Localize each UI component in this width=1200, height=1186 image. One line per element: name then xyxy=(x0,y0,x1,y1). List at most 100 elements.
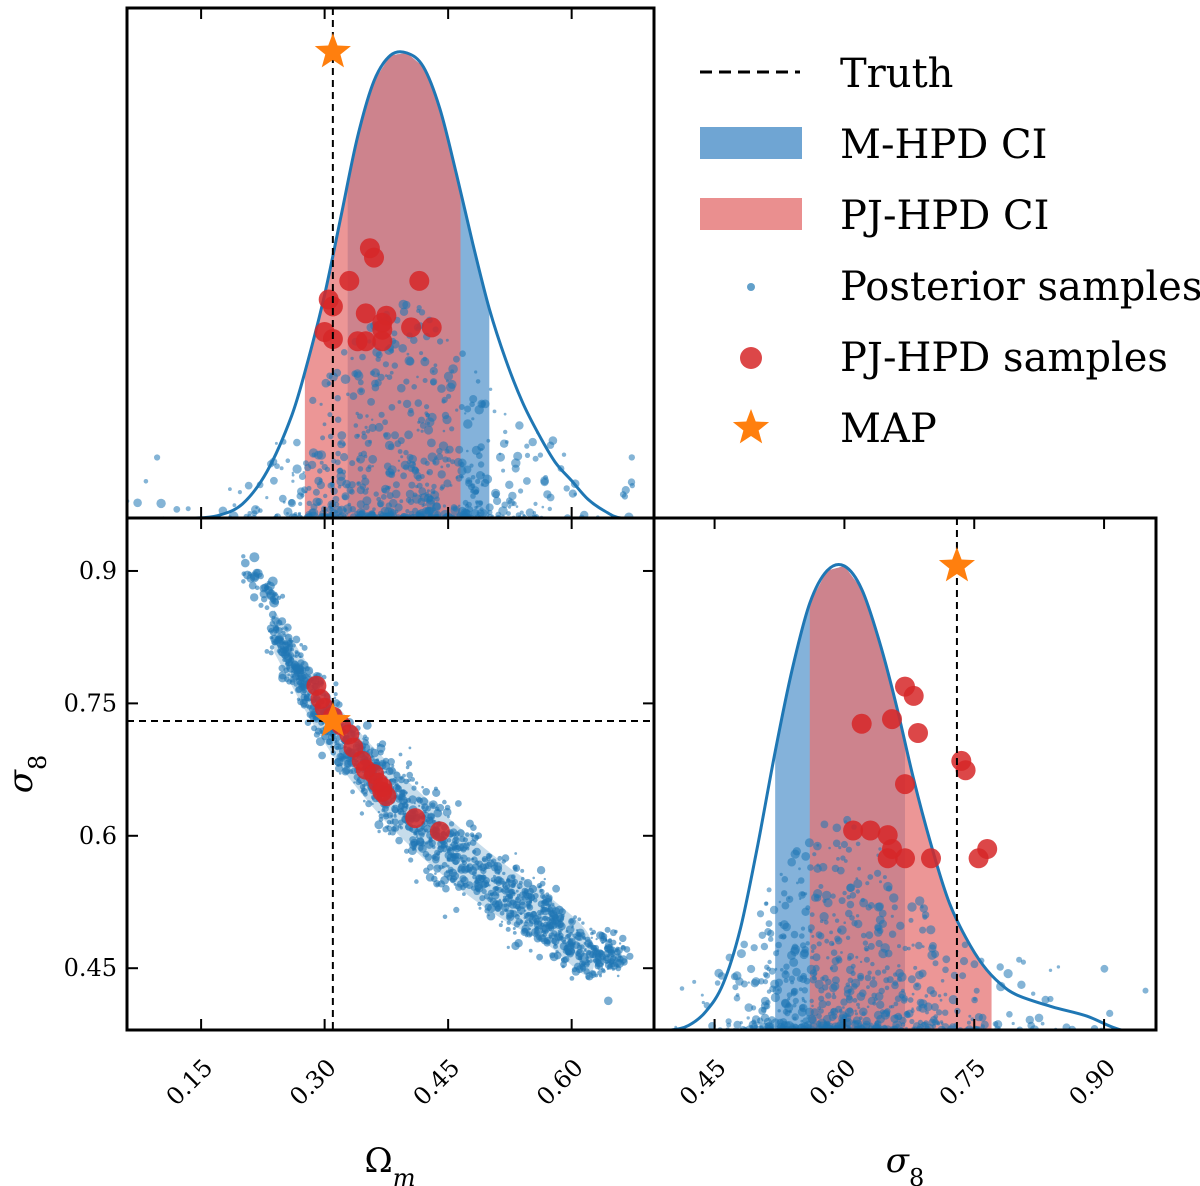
joint-posterior-sample xyxy=(350,789,355,795)
omega-m-posterior-sample xyxy=(278,494,287,503)
sigma-8-posterior-sample xyxy=(874,928,883,937)
joint-posterior-sample xyxy=(408,857,414,863)
joint-posterior-sample xyxy=(604,926,611,933)
omega-m-posterior-sample xyxy=(321,378,331,388)
joint-posterior-sample xyxy=(512,900,521,910)
joint-posterior-sample xyxy=(311,712,317,718)
joint-posterior-sample xyxy=(278,617,287,626)
sigma-8-pj-hpd-sample xyxy=(921,848,941,869)
sigma-8-posterior-sample xyxy=(878,909,887,918)
omega-m-posterior-sample xyxy=(406,453,414,461)
omega-m-posterior-sample xyxy=(403,464,410,471)
omega-m-posterior-sample xyxy=(444,448,450,454)
omega-m-posterior-sample xyxy=(318,478,323,483)
omega-m-posterior-sample xyxy=(480,448,483,451)
joint-posterior-sample xyxy=(532,876,535,880)
omega-m-posterior-sample xyxy=(306,500,312,506)
sigma-8-pj-hpd-sample xyxy=(955,760,976,781)
omega-m-posterior-sample xyxy=(475,471,485,480)
sigma-8-posterior-sample xyxy=(799,949,809,960)
joint-posterior-sample xyxy=(527,887,534,895)
joint-posterior-sample xyxy=(536,953,543,961)
omega-m-posterior-sample xyxy=(397,383,406,393)
omega-m-posterior-sample xyxy=(446,393,452,399)
legend-pj-hpd-marker xyxy=(700,198,802,230)
omega-m-posterior-sample xyxy=(334,395,341,402)
omega-m-posterior-sample xyxy=(383,432,389,438)
omega-m-posterior-sample xyxy=(244,481,253,490)
sigma-8-posterior-sample xyxy=(780,968,784,972)
omega-m-posterior-sample xyxy=(455,408,459,412)
omega-m-posterior-sample xyxy=(392,481,400,489)
omega-m-posterior-sample xyxy=(365,466,372,473)
sigma-8-posterior-sample xyxy=(897,964,901,968)
omega-m-posterior-sample xyxy=(232,503,237,508)
sigma-8-posterior-sample xyxy=(801,852,811,861)
joint-posterior-sample xyxy=(520,868,525,873)
joint-posterior-sample xyxy=(491,891,500,900)
sigma-8-posterior-sample xyxy=(800,926,806,931)
omega-m-posterior-sample xyxy=(364,425,368,429)
sigma-8-posterior-sample xyxy=(872,1022,880,1030)
joint-posterior-sample xyxy=(404,848,410,854)
sigma-8-posterior-sample xyxy=(866,1005,870,1009)
joint-posterior-sample xyxy=(420,840,426,847)
joint-posterior-sample xyxy=(406,771,414,779)
sigma-8-posterior-sample xyxy=(905,1012,911,1019)
sigma-8-posterior-sample xyxy=(1020,959,1026,965)
joint-posterior-sample xyxy=(489,892,494,897)
omega-m-posterior-sample xyxy=(437,384,446,393)
sigma-8-posterior-sample xyxy=(805,941,810,946)
omega-m-posterior-sample xyxy=(357,466,364,472)
joint-posterior-sample xyxy=(377,810,381,814)
omega-m-posterior-sample xyxy=(493,496,502,506)
panel-joint: 0.15 0.30 0.45 0.60 0.45 0.6 0.75 0.9 xyxy=(64,516,656,1111)
sigma-8-map-star xyxy=(938,547,975,582)
sigma-8-posterior-sample xyxy=(828,940,835,947)
omega-m-posterior-sample xyxy=(291,479,295,483)
joint-posterior-sample xyxy=(432,788,441,798)
sigma-8-pj-hpd-sample xyxy=(968,848,989,869)
omega-m-posterior-sample xyxy=(337,431,347,440)
sigma-8-posterior-sample xyxy=(885,1013,889,1017)
joint-posterior-sample xyxy=(586,959,590,963)
sigma-8-posterior-sample xyxy=(838,846,842,850)
sigma-8-posterior-sample xyxy=(751,1005,757,1011)
sigma-8-posterior-sample xyxy=(829,966,834,970)
omega-m-posterior-sample xyxy=(488,387,493,391)
sigma-8-posterior-sample xyxy=(812,852,817,857)
joint-posterior-sample xyxy=(481,888,487,895)
omega-m-posterior-sample xyxy=(455,445,464,454)
legend-m-hpd-label: M-HPD CI xyxy=(840,122,1047,168)
sigma-8-posterior-sample xyxy=(874,902,883,912)
sigma-8-posterior-sample xyxy=(907,997,914,1003)
sigma-8-posterior-sample xyxy=(1034,1013,1044,1023)
joint-posterior-sample xyxy=(402,773,406,778)
joint-posterior-sample xyxy=(301,683,305,688)
joint-posterior-sample xyxy=(514,913,520,920)
omega-m-posterior-sample xyxy=(389,370,394,375)
sigma-8-posterior-sample xyxy=(855,955,859,959)
sigma-8-posterior-sample xyxy=(768,936,774,942)
joint-posterior-sample xyxy=(391,826,397,832)
joint-posterior-sample xyxy=(511,941,520,951)
sigma-8-posterior-sample xyxy=(884,985,890,991)
sigma-8-posterior-sample xyxy=(869,979,878,988)
sigma-8-posterior-sample xyxy=(973,997,977,1001)
omega-m-posterior-sample xyxy=(450,369,455,374)
omega-m-posterior-sample xyxy=(519,510,524,515)
omega-m-posterior-sample xyxy=(358,452,363,457)
omega-m-posterior-sample xyxy=(330,487,338,495)
sigma-8-posterior-sample xyxy=(840,951,843,954)
sigma-8-posterior-sample xyxy=(865,931,874,939)
sigma-8-posterior-sample xyxy=(948,995,958,1005)
joint-posterior-sample xyxy=(448,868,458,877)
joint-posterior-sample xyxy=(562,956,570,963)
omega-m-posterior-sample xyxy=(424,411,429,416)
omega-m-posterior-sample xyxy=(380,494,387,500)
joint-posterior-sample xyxy=(393,814,397,818)
omega-m-posterior-sample xyxy=(621,486,630,495)
joint-posterior-sample xyxy=(250,571,260,581)
joint-posterior-sample xyxy=(283,623,292,632)
omega-m-posterior-sample xyxy=(573,492,577,496)
